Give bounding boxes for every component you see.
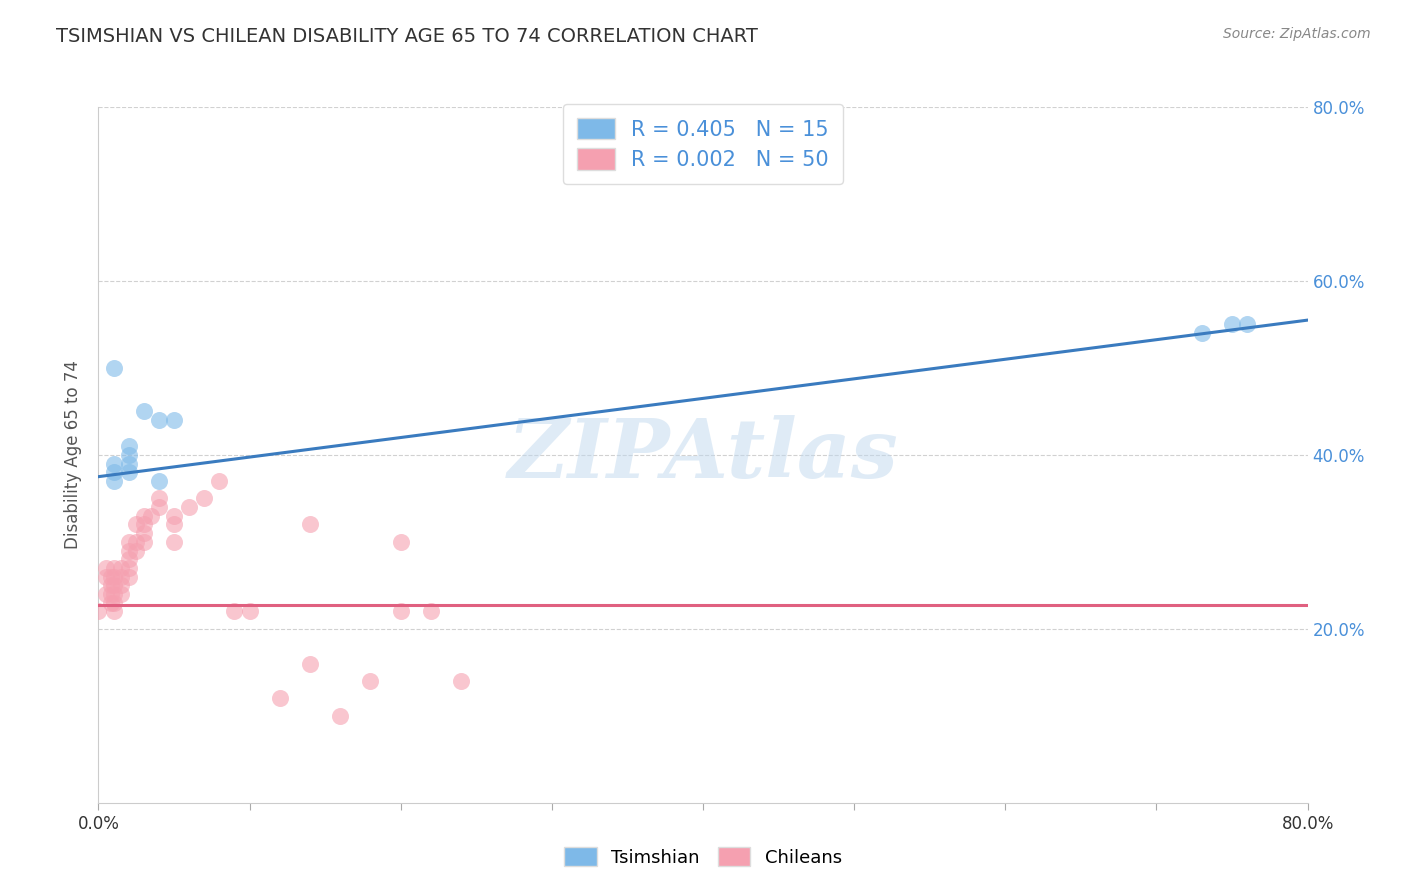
Point bbox=[118, 570, 141, 584]
Point bbox=[118, 552, 141, 566]
Point bbox=[103, 360, 125, 375]
Point bbox=[100, 587, 122, 601]
Point bbox=[132, 534, 155, 549]
Point bbox=[148, 413, 170, 427]
Point bbox=[103, 570, 125, 584]
Point bbox=[103, 578, 125, 592]
Point bbox=[163, 534, 186, 549]
Point bbox=[193, 491, 215, 506]
Point bbox=[118, 534, 141, 549]
Point bbox=[389, 605, 412, 619]
Point bbox=[132, 404, 155, 418]
Point bbox=[299, 517, 322, 532]
Point bbox=[163, 517, 186, 532]
Point bbox=[103, 596, 125, 610]
Point bbox=[94, 587, 117, 601]
Point bbox=[360, 674, 382, 689]
Legend: R = 0.405   N = 15, R = 0.002   N = 50: R = 0.405 N = 15, R = 0.002 N = 50 bbox=[562, 103, 844, 185]
Point bbox=[389, 534, 412, 549]
Point bbox=[132, 517, 155, 532]
Point bbox=[118, 439, 141, 453]
Point bbox=[163, 413, 186, 427]
Point bbox=[269, 691, 291, 706]
Point bbox=[100, 578, 122, 592]
Point bbox=[163, 508, 186, 523]
Point bbox=[103, 561, 125, 575]
Point bbox=[103, 605, 125, 619]
Point bbox=[100, 596, 122, 610]
Point bbox=[329, 708, 352, 723]
Text: TSIMSHIAN VS CHILEAN DISABILITY AGE 65 TO 74 CORRELATION CHART: TSIMSHIAN VS CHILEAN DISABILITY AGE 65 T… bbox=[56, 27, 758, 45]
Point bbox=[110, 570, 132, 584]
Text: ZIPAtlas: ZIPAtlas bbox=[508, 415, 898, 495]
Point bbox=[125, 543, 148, 558]
Point bbox=[224, 605, 246, 619]
Point bbox=[110, 587, 132, 601]
Point bbox=[208, 474, 231, 488]
Point bbox=[1220, 318, 1243, 332]
Point bbox=[118, 448, 141, 462]
Point bbox=[94, 561, 117, 575]
Point bbox=[420, 605, 443, 619]
Point bbox=[118, 457, 141, 471]
Point bbox=[103, 587, 125, 601]
Point bbox=[118, 466, 141, 480]
Point bbox=[1236, 318, 1258, 332]
Point bbox=[179, 500, 201, 514]
Point bbox=[94, 570, 117, 584]
Point bbox=[118, 543, 141, 558]
Point bbox=[110, 578, 132, 592]
Point bbox=[87, 605, 110, 619]
Point bbox=[125, 534, 148, 549]
Point bbox=[100, 570, 122, 584]
Point bbox=[103, 474, 125, 488]
Point bbox=[118, 561, 141, 575]
Point bbox=[299, 657, 322, 671]
Point bbox=[132, 526, 155, 541]
Point bbox=[1191, 326, 1213, 340]
Point bbox=[450, 674, 472, 689]
Point bbox=[148, 491, 170, 506]
Point bbox=[103, 457, 125, 471]
Point bbox=[239, 605, 262, 619]
Point bbox=[141, 508, 163, 523]
Y-axis label: Disability Age 65 to 74: Disability Age 65 to 74 bbox=[65, 360, 83, 549]
Point bbox=[148, 474, 170, 488]
Point bbox=[103, 466, 125, 480]
Legend: Tsimshian, Chileans: Tsimshian, Chileans bbox=[557, 840, 849, 874]
Point bbox=[148, 500, 170, 514]
Point bbox=[125, 517, 148, 532]
Text: Source: ZipAtlas.com: Source: ZipAtlas.com bbox=[1223, 27, 1371, 41]
Point bbox=[110, 561, 132, 575]
Point bbox=[132, 508, 155, 523]
